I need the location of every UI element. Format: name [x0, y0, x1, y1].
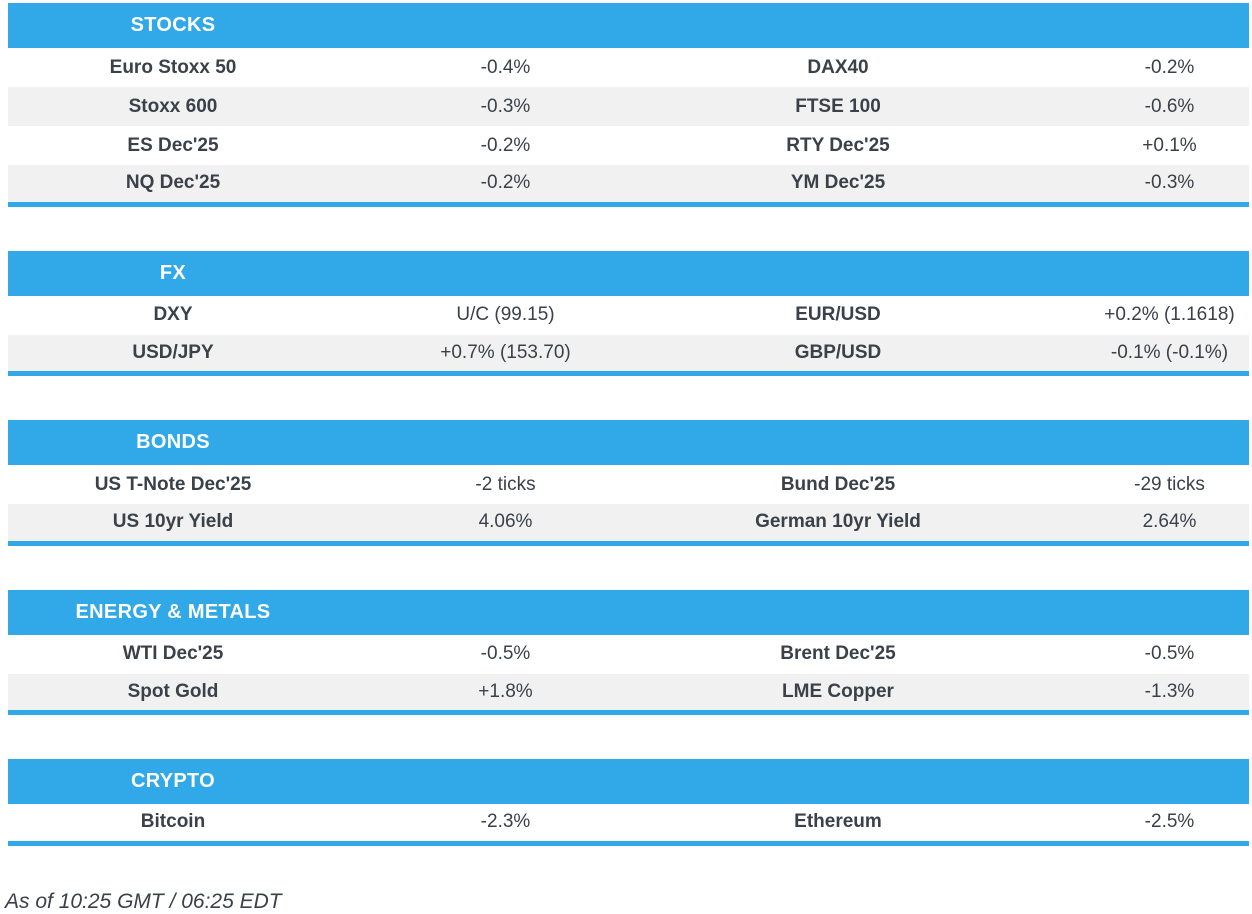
- instrument-name: USD/JPY: [132, 341, 214, 363]
- instrument-name: Spot Gold: [127, 680, 219, 702]
- instrument-change: -0.3%: [1144, 172, 1195, 194]
- instrument-name: Euro Stoxx 50: [109, 56, 237, 78]
- section-table-stocks: STOCKS Euro Stoxx 50 -0.4% DAX40 -0.2% S…: [8, 3, 1249, 207]
- instrument-change: -0.4%: [480, 56, 531, 78]
- instrument-name: YM Dec'25: [790, 172, 886, 194]
- instrument-name: ES Dec'25: [127, 134, 219, 156]
- instrument-name: German 10yr Yield: [755, 511, 921, 533]
- instrument-name: Brent Dec'25: [780, 643, 896, 664]
- instrument-change: -0.3%: [480, 95, 531, 117]
- market-row: US T-Note Dec'25 -2 ticks Bund Dec'25 -2…: [8, 465, 1249, 504]
- section-table-crypto: CRYPTO Bitcoin -2.3% Ethereum -2.5%: [8, 759, 1249, 846]
- instrument-name: Bitcoin: [140, 811, 206, 833]
- section-table-energy-metals: ENERGY & METALS WTI Dec'25 -0.5% Brent D…: [8, 589, 1249, 715]
- instrument-name: DAX40: [807, 56, 869, 78]
- instrument-change: U/C (99.15): [456, 304, 555, 325]
- section-header-row: STOCKS: [8, 3, 1249, 48]
- instrument-change: -0.2%: [480, 172, 531, 194]
- instrument-change: -29 ticks: [1134, 473, 1205, 495]
- market-row: US 10yr Yield 4.06% German 10yr Yield 2.…: [8, 504, 1249, 543]
- section-header-fill: [338, 590, 1249, 635]
- instrument-change: +0.1%: [1142, 134, 1197, 156]
- section-header-fill: [338, 251, 1249, 296]
- market-row: Spot Gold +1.8% LME Copper -1.3%: [8, 673, 1249, 713]
- market-row: Bitcoin -2.3% Ethereum -2.5%: [8, 804, 1249, 843]
- market-row: USD/JPY +0.7% (153.70) GBP/USD -0.1% (-0…: [8, 334, 1249, 374]
- instrument-change: 4.06%: [478, 511, 533, 533]
- market-row: NQ Dec'25 -0.2% YM Dec'25 -0.3%: [8, 165, 1249, 204]
- instrument-name: GBP/USD: [794, 341, 882, 363]
- instrument-name: Ethereum: [794, 811, 882, 833]
- instrument-change: -0.6%: [1144, 95, 1195, 117]
- instrument-name: US T-Note Dec'25: [94, 473, 252, 495]
- instrument-change: -2.3%: [480, 811, 531, 833]
- section-header-row: FX: [8, 250, 1249, 296]
- instrument-change: -0.1% (-0.1%): [1110, 341, 1229, 363]
- instrument-change: +0.7% (153.70): [440, 341, 571, 363]
- section-header-row: BONDS: [8, 420, 1249, 465]
- instrument-name: LME Copper: [782, 680, 894, 702]
- section-header-fill: [338, 420, 1249, 465]
- instrument-change: +0.2% (1.1618): [1104, 304, 1235, 325]
- market-row: ES Dec'25 -0.2% RTY Dec'25 +0.1%: [8, 126, 1249, 165]
- section-table-bonds: BONDS US T-Note Dec'25 -2 ticks Bund Dec…: [8, 420, 1249, 546]
- instrument-change: +1.8%: [478, 680, 533, 702]
- section-title: ENERGY & METALS: [75, 600, 271, 623]
- instrument-change: -0.5%: [1144, 643, 1195, 664]
- market-row: DXY U/C (99.15) EUR/USD +0.2% (1.1618): [8, 295, 1249, 335]
- section-header-row: ENERGY & METALS: [8, 589, 1249, 635]
- instrument-change: -0.5%: [480, 643, 531, 664]
- instrument-change: -0.2%: [1144, 56, 1195, 78]
- instrument-name: EUR/USD: [795, 304, 881, 325]
- section-title: STOCKS: [130, 14, 216, 36]
- instrument-name: DXY: [153, 304, 193, 325]
- section-title: BONDS: [136, 431, 210, 453]
- instrument-change: -0.2%: [480, 134, 531, 156]
- instrument-name: Stoxx 600: [128, 95, 218, 117]
- instrument-name: RTY Dec'25: [786, 134, 890, 156]
- instrument-change: 2.64%: [1142, 511, 1197, 533]
- timestamp-note: As of 10:25 GMT / 06:25 EDT: [5, 889, 282, 913]
- market-row: WTI Dec'25 -0.5% Brent Dec'25 -0.5%: [8, 634, 1249, 674]
- instrument-change: -2 ticks: [475, 473, 536, 495]
- section-header-row: CRYPTO: [8, 759, 1249, 804]
- section-header-fill: [338, 759, 1249, 804]
- instrument-change: -1.3%: [1144, 680, 1195, 702]
- section-title: FX: [159, 261, 187, 284]
- market-row: Stoxx 600 -0.3% FTSE 100 -0.6%: [8, 87, 1249, 126]
- instrument-change: -2.5%: [1144, 811, 1195, 833]
- instrument-name: NQ Dec'25: [125, 172, 221, 194]
- section-header-fill: [338, 3, 1249, 48]
- section-table-fx: FX DXY U/C (99.15) EUR/USD +0.2% (1.1618…: [8, 250, 1249, 376]
- section-title: CRYPTO: [130, 770, 216, 792]
- instrument-name: WTI Dec'25: [122, 643, 224, 664]
- instrument-name: US 10yr Yield: [112, 511, 234, 533]
- instrument-name: Bund Dec'25: [780, 473, 896, 495]
- instrument-name: FTSE 100: [795, 95, 881, 117]
- market-row: Euro Stoxx 50 -0.4% DAX40 -0.2%: [8, 48, 1249, 87]
